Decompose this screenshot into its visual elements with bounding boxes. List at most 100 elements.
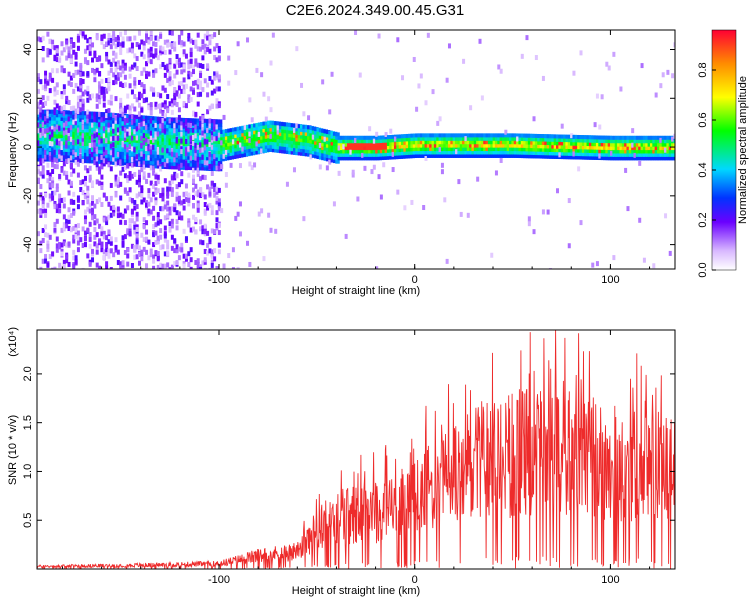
spectrogram-cell xyxy=(72,131,77,136)
spectrogram-cell xyxy=(161,127,165,133)
spectrogram-cell xyxy=(74,224,78,230)
spectrogram-cell xyxy=(58,208,62,214)
spectrogram-cell xyxy=(659,135,664,140)
spectrogram-cell xyxy=(309,129,314,134)
spectrogram-cell xyxy=(210,180,214,186)
spectrogram-cell xyxy=(163,120,169,125)
spectrogram-cell xyxy=(203,248,207,254)
spectrogram-cell xyxy=(116,144,122,149)
spectrogram-cell xyxy=(137,102,141,108)
spectrogram-cell xyxy=(112,34,116,40)
spectrogram-cell xyxy=(191,152,197,157)
spectrogram-cell xyxy=(128,73,132,79)
spectrogram-cell xyxy=(563,141,568,146)
spectrogram-cell xyxy=(565,148,570,153)
spectrogram-cell xyxy=(107,99,111,105)
spectrogram-cell xyxy=(159,245,163,251)
spectrogram-cell xyxy=(417,153,422,158)
spectrogram-cell xyxy=(98,180,102,186)
spectrogram-cell xyxy=(100,201,104,207)
spectrogram-cell xyxy=(408,140,413,145)
spectrogram-cell xyxy=(610,156,615,161)
spectrogram-cell xyxy=(572,141,577,146)
spectrogram-cell xyxy=(76,247,80,253)
spectrogram-cell xyxy=(119,42,123,48)
spectrogram-cell xyxy=(288,146,293,151)
spectrogram-cell xyxy=(149,197,153,203)
spectrogram-cell xyxy=(443,197,447,203)
spectrogram-cell xyxy=(55,150,61,155)
spectrogram-cell xyxy=(276,125,280,131)
spectrogram-cell xyxy=(91,211,95,217)
spectrogram-cell xyxy=(217,74,221,80)
y-tick-label: -40 xyxy=(22,237,34,253)
spectrogram-cell xyxy=(349,139,354,144)
spectrogram-cell xyxy=(445,77,449,83)
spectrogram-cell xyxy=(95,218,99,224)
spectrogram-cell xyxy=(145,70,149,76)
spectrogram-cell xyxy=(365,156,371,161)
spectrogram-cell xyxy=(189,38,193,44)
spectrogram-cell xyxy=(473,150,479,155)
spectrogram-cell xyxy=(168,165,174,170)
spectrogram-cell xyxy=(213,71,217,77)
spectrogram-cell xyxy=(189,52,193,58)
spectrogram-cell xyxy=(213,146,218,151)
spectrogram-cell xyxy=(290,126,296,131)
spectrogram-cell xyxy=(649,146,655,151)
spectrogram-cell xyxy=(187,251,191,257)
spectrogram-cell xyxy=(396,151,401,156)
spectrogram-cell xyxy=(511,150,516,155)
spectrogram-cell xyxy=(116,60,120,66)
spectrogram-cell xyxy=(182,162,188,167)
spectrogram-cell xyxy=(114,126,119,131)
spectrogram-cell xyxy=(199,116,203,122)
spectrogram-cell xyxy=(76,139,80,145)
spectrogram-cell xyxy=(46,31,50,37)
spectrogram-cell xyxy=(189,131,195,136)
spectrogram-cell xyxy=(128,138,134,143)
spectrogram-cell xyxy=(154,222,158,228)
spectrogram-cell xyxy=(79,111,84,116)
spectrogram-cell xyxy=(152,215,156,221)
spectrogram-cell xyxy=(551,144,556,149)
spectrogram-cell xyxy=(86,206,90,212)
spectrogram-cell xyxy=(152,91,156,97)
spectrogram-cell xyxy=(60,94,64,100)
spectrogram-cell xyxy=(304,138,310,143)
spectrogram-cell xyxy=(130,218,134,224)
spectrogram-cell xyxy=(95,128,99,134)
spectrogram-cell xyxy=(302,111,306,117)
spectrogram-cell xyxy=(217,150,223,155)
spectrogram-cell xyxy=(133,247,137,253)
spectrogram-cell xyxy=(487,136,493,141)
spectrogram-cell xyxy=(145,38,149,44)
spectrogram-cell xyxy=(79,83,83,89)
spectrogram-cell xyxy=(612,156,617,161)
spectrogram-cell xyxy=(145,119,150,124)
spectrogram-cell xyxy=(358,135,364,140)
spectrogram-cell xyxy=(584,142,589,147)
spectrogram-cell xyxy=(231,127,237,132)
spectrogram-cell xyxy=(137,123,141,129)
spectrogram-cell xyxy=(217,119,223,124)
spectrogram-cell xyxy=(119,137,124,142)
spectrogram-cell xyxy=(175,131,181,136)
spectrogram-cell xyxy=(492,153,498,158)
spectrogram-cell xyxy=(537,134,542,139)
spectrogram-cell xyxy=(471,150,476,155)
spectrogram-cell xyxy=(398,137,404,142)
spectrogram-cell xyxy=(123,74,127,80)
spectrogram-cell xyxy=(210,259,214,265)
spectrogram-cell xyxy=(156,131,160,137)
spectrogram-cell xyxy=(403,151,408,156)
spectrogram-cell xyxy=(469,147,474,152)
spectrogram-cell xyxy=(379,145,385,150)
spectrogram-cell xyxy=(142,88,146,94)
spectrogram-cell xyxy=(220,136,225,141)
spectrogram-cell xyxy=(490,147,495,152)
spectrogram-cell xyxy=(227,253,231,259)
spectrogram-cell xyxy=(570,138,575,143)
spectrogram-cell xyxy=(659,83,663,89)
spectrogram-cell xyxy=(91,57,95,63)
